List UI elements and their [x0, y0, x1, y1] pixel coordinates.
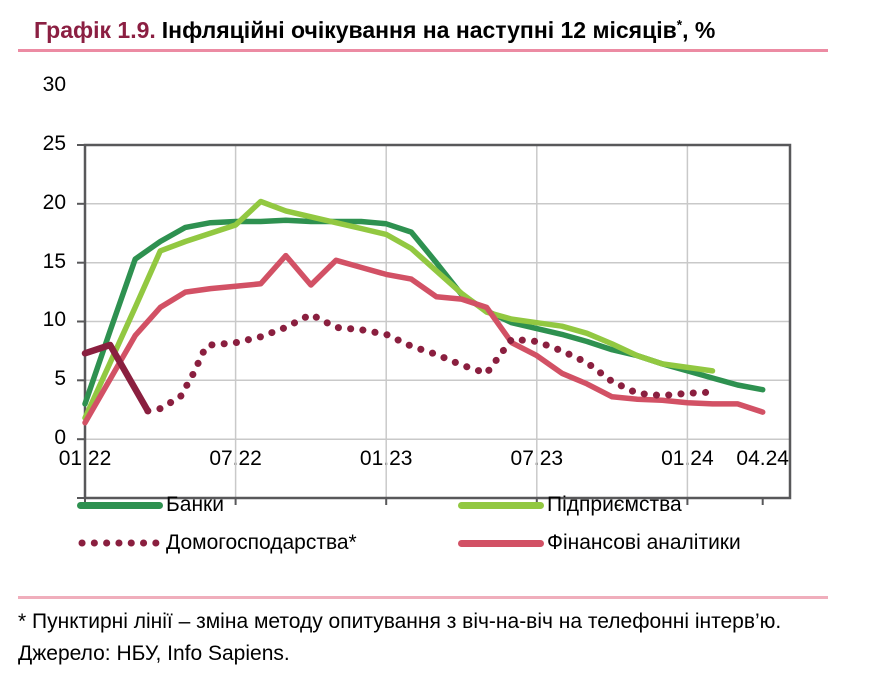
legend-swatch: [78, 539, 168, 547]
series-Банки: [82, 217, 766, 407]
y-axis-label: 5: [54, 367, 66, 391]
figure-title-text: Інфляційні очікування на наступні 12 міс…: [161, 17, 677, 43]
series-Підприємства: [82, 198, 716, 421]
y-axis-label: 0: [54, 426, 66, 449]
chart: 0 5 10 15 20 25 30 01.22 07.22 01.23 07.23 01.24 04…: [0, 60, 870, 505]
y-axis-label: 20: [42, 190, 66, 214]
chart-plot-svg: [77, 143, 792, 505]
legend-swatch: [77, 501, 163, 509]
figure-number: Графік 1.9.: [34, 17, 156, 43]
y-axis-label: 25: [42, 131, 66, 155]
series-Домогосподарства (телефонні інтерв’ю): [144, 310, 716, 415]
legend-swatch: [458, 501, 544, 509]
y-axis-label: 10: [42, 308, 66, 332]
series-Домогосподарства (віч-на-віч): [81, 341, 152, 415]
footnote-note: * Пунктирні лінії – зміна методу опитува…: [18, 610, 782, 633]
x-axis-label: 04.24: [736, 447, 789, 470]
title-asterisk: *: [676, 17, 683, 33]
legend-label: Фінансові аналітики: [547, 531, 741, 554]
legend: Банки Підприємства Домогосподарства* Фінанс…: [0, 480, 870, 580]
legend-label: Домогосподарства*: [166, 531, 357, 554]
series-Фінансові аналітики: [82, 252, 766, 426]
y-axis-label: 30: [42, 73, 66, 96]
legend-label: Підприємства: [547, 493, 682, 516]
figure-title: Графік 1.9. Інфляційні очікування на наст…: [34, 17, 715, 44]
source-note: Джерело: НБУ, Info Sapiens.: [18, 641, 290, 665]
footnote-separator: [18, 596, 828, 599]
legend-label: Банки: [166, 493, 224, 516]
y-axis-label: 15: [42, 249, 66, 273]
title-underline: [18, 49, 828, 52]
footnote: * Пунктирні лінії – зміна методу опитува…: [18, 606, 844, 669]
legend-swatch: [458, 539, 544, 547]
figure-title-unit: , %: [682, 17, 716, 43]
